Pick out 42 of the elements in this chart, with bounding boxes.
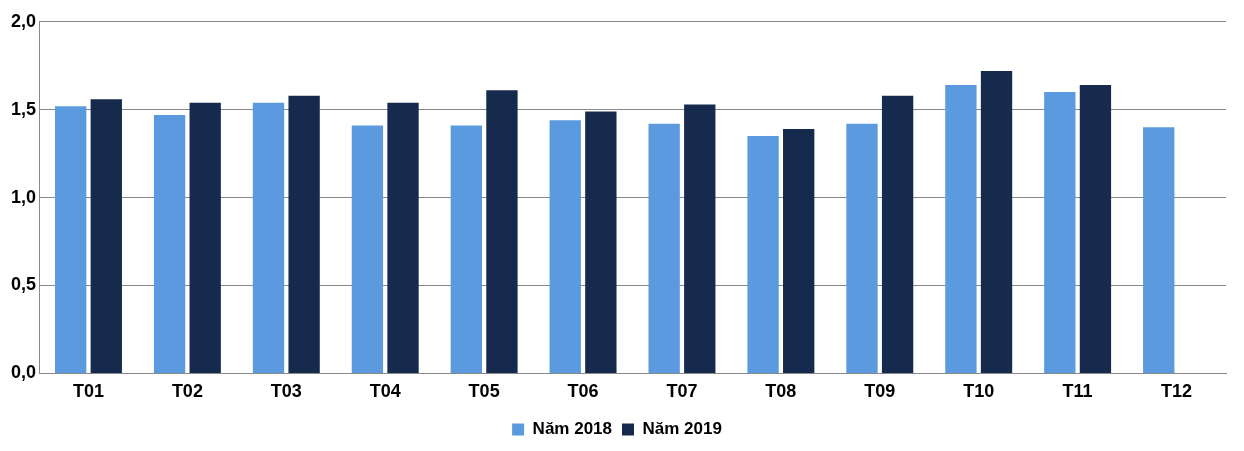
bar xyxy=(549,120,581,373)
bar xyxy=(980,71,1013,373)
bar xyxy=(846,123,878,373)
bar xyxy=(55,106,87,373)
bar xyxy=(90,99,122,373)
x-tick-label: T02 xyxy=(171,381,203,402)
x-tick-label: T03 xyxy=(270,381,302,402)
x-tick-label: T08 xyxy=(765,381,797,402)
bar xyxy=(945,85,977,373)
x-tick-label: T12 xyxy=(1161,381,1193,402)
y-tick-label: 1,0 xyxy=(10,186,37,207)
bar xyxy=(1044,92,1076,373)
x-tick-label: T04 xyxy=(369,381,401,402)
bar xyxy=(189,102,221,373)
bar xyxy=(783,129,815,373)
x-tick-label: T11 xyxy=(1062,381,1093,402)
x-tick-label: T06 xyxy=(567,381,599,402)
bar xyxy=(288,95,320,373)
x-tick-label: T10 xyxy=(963,381,995,402)
x-tick-label: T09 xyxy=(864,381,896,402)
bar xyxy=(1079,85,1112,373)
bar xyxy=(153,114,186,373)
bar xyxy=(351,125,384,373)
legend-label: Năm 2018 xyxy=(532,419,612,439)
bar xyxy=(881,95,914,373)
x-tick-label: T07 xyxy=(666,381,698,402)
bar xyxy=(747,136,779,373)
bar xyxy=(585,111,617,373)
legend-label: Năm 2019 xyxy=(642,419,722,439)
y-tick-label: 1,5 xyxy=(10,98,37,119)
bar xyxy=(684,104,716,373)
bar xyxy=(1143,127,1175,373)
bar xyxy=(648,123,680,373)
y-tick-label: 2,0 xyxy=(10,10,37,31)
x-tick-label: T05 xyxy=(468,381,500,402)
x-tick-label: T01 xyxy=(72,381,104,402)
bar xyxy=(486,90,518,373)
y-tick-label: 0,0 xyxy=(10,362,37,383)
bar xyxy=(450,125,482,373)
y-tick-label: 0,5 xyxy=(10,274,37,295)
bar xyxy=(387,102,419,373)
bar xyxy=(252,102,285,373)
